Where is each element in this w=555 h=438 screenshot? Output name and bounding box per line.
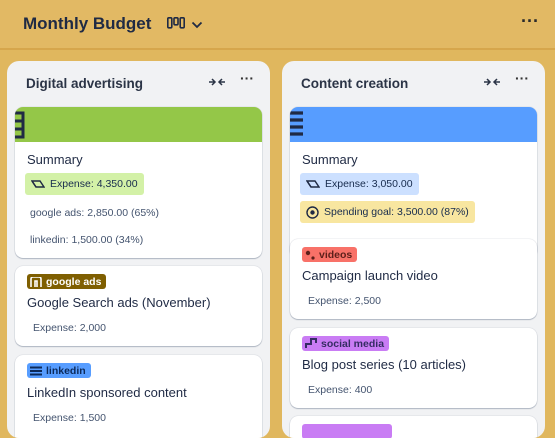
board-header: Monthly Budget ···	[0, 0, 555, 50]
card-title: Campaign launch video	[302, 268, 438, 283]
label-icon	[30, 276, 42, 287]
card-label	[302, 424, 392, 438]
target-icon	[306, 205, 319, 219]
spending-goal-badge: Spending goal: 3,500.00 (87%)	[300, 201, 475, 223]
collapse-icon[interactable]	[483, 75, 503, 93]
budget-card[interactable]: google ads Google Search ads (November) …	[15, 266, 262, 346]
more-icon[interactable]: ···	[521, 11, 539, 31]
card-label: videos	[302, 247, 358, 262]
money-icon	[306, 180, 320, 188]
summary-card[interactable]: Summary Expense: 3,050.00 Spending goal:…	[290, 107, 537, 258]
board-view-switcher[interactable]	[167, 14, 213, 36]
wave-icon	[15, 110, 29, 140]
card-title: Google Search ads (November)	[27, 295, 211, 310]
collapse-icon[interactable]	[208, 75, 228, 93]
expense-badge: Expense: 3,050.00	[300, 173, 419, 195]
list-title[interactable]: Content creation	[301, 76, 409, 91]
board-title[interactable]: Monthly Budget	[23, 14, 152, 33]
card-title: Blog post series (10 articles)	[302, 357, 467, 372]
card-cover	[15, 107, 262, 142]
chevron-down-icon	[191, 16, 203, 34]
card-expense: Expense: 2,500	[308, 295, 381, 307]
list-more-icon[interactable]: ···	[515, 70, 529, 86]
card-expense: Expense: 400	[308, 384, 373, 396]
list-title[interactable]: Digital advertising	[26, 76, 144, 91]
money-icon	[31, 180, 45, 188]
card-cover	[290, 107, 537, 142]
budget-card[interactable]: videos Campaign launch video Expense: 2,…	[290, 239, 537, 319]
card-label: social media	[302, 336, 390, 351]
card-expense: Expense: 1,500	[33, 412, 106, 424]
budget-card[interactable]	[290, 416, 537, 438]
summary-line: google ads: 2,850.00 (65%)	[30, 207, 160, 219]
board-view-icon	[167, 16, 185, 34]
label-icon	[305, 338, 317, 349]
label-icon	[30, 366, 42, 376]
list-more-icon[interactable]: ···	[240, 70, 254, 86]
card-label: linkedin	[27, 363, 91, 378]
summary-card[interactable]: Summary Expense: 4,350.00 google ads: 2,…	[15, 107, 262, 258]
label-icon	[305, 250, 315, 260]
budget-card[interactable]: social media Blog post series (10 articl…	[290, 328, 537, 408]
card-label: google ads	[27, 274, 107, 289]
budget-card[interactable]: linkedin LinkedIn sponsored content Expe…	[15, 355, 262, 438]
card-title: LinkedIn sponsored content	[27, 385, 187, 400]
card-expense: Expense: 2,000	[33, 322, 106, 334]
summary-line: linkedin: 1,500.00 (34%)	[30, 234, 144, 246]
stack-icon	[290, 110, 304, 140]
expense-badge: Expense: 4,350.00	[25, 173, 144, 195]
card-title: Summary	[27, 152, 83, 167]
list-digital-advertising: Digital advertising ··· Summary Expense:…	[7, 61, 270, 438]
list-content-creation: Content creation ··· Summary Expense: 3,…	[282, 61, 545, 438]
card-title: Summary	[302, 152, 358, 167]
